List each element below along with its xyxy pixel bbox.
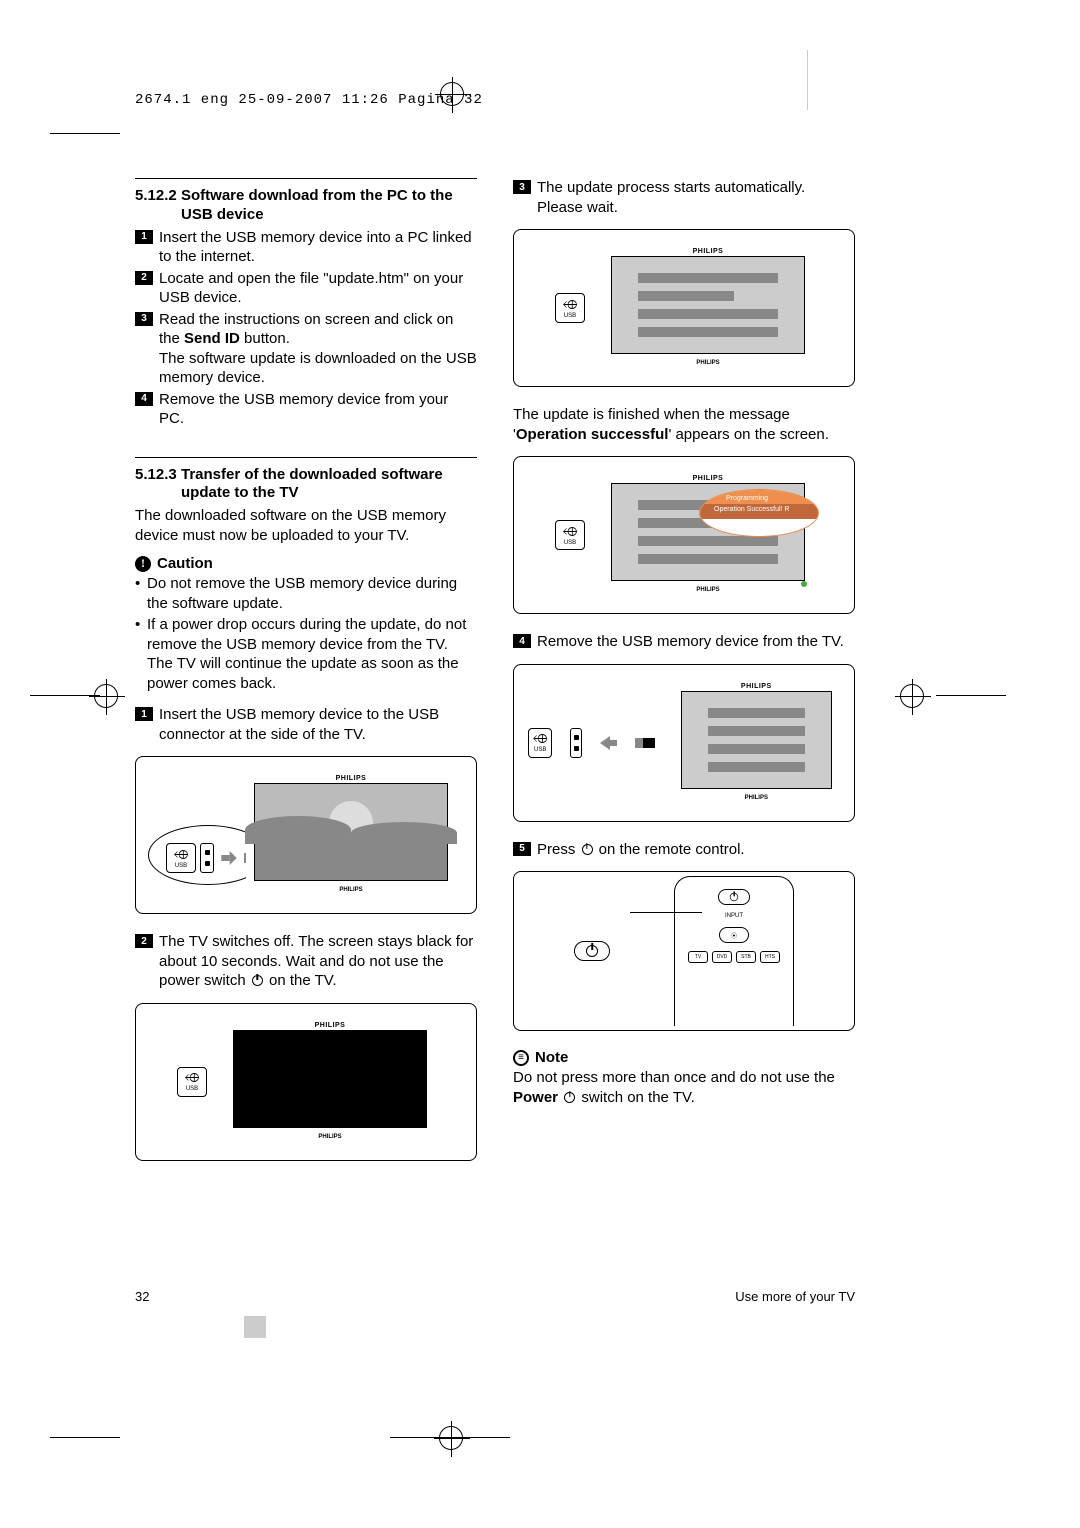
note-text: Do not press more than once and do not u… <box>513 1068 855 1107</box>
step-marker-3: 3 <box>135 312 153 326</box>
remote-key-stb: STB <box>736 951 756 963</box>
remote-key-tv: TV <box>688 951 708 963</box>
s2-step-1: 1 Insert the USB memory device to the US… <box>135 705 477 744</box>
step-marker-1: 1 <box>135 707 153 721</box>
usb-port-icon: ⬲ USB <box>555 293 585 323</box>
content-area: 5.12.2 Software download from the PC to … <box>135 178 855 1179</box>
step-marker-2: 2 <box>135 271 153 285</box>
arrow-left-icon <box>600 736 618 750</box>
s2-step-2: 2 The TV switches off. The screen stays … <box>135 932 477 991</box>
usb-port-icon: ⬲ USB <box>528 728 552 758</box>
step-marker-3: 3 <box>513 180 531 194</box>
right-column: 3 The update process starts automaticall… <box>513 178 855 1179</box>
s1-step-3: 3 Read the instructions on screen and cl… <box>135 310 477 388</box>
success-overlay: Programming Operation Successful! R <box>699 489 819 537</box>
footer-caption: Use more of your TV <box>735 1289 855 1304</box>
page-number: 32 <box>135 1289 149 1304</box>
note-heading: ≡ Note <box>513 1049 855 1066</box>
figure-remove-usb: ⬲ USB PHILIPS PHILIPS <box>513 664 855 822</box>
input-label: INPUT <box>725 913 743 919</box>
update-finished-text: The update is finished when the message … <box>513 405 855 444</box>
caution-list: Do not remove the USB memory device duri… <box>135 574 477 693</box>
section-5-12-3-heading: 5.12.3 Transfer of the downloaded softwa… <box>135 466 477 504</box>
step-marker-4: 4 <box>135 392 153 406</box>
s1-step-4: 4 Remove the USB memory device from your… <box>135 390 477 429</box>
note-icon: ≡ <box>513 1050 529 1066</box>
figure-insert-usb-tv: ⬲ USB PHILIPS PHILIPS <box>135 756 477 914</box>
step-marker-2: 2 <box>135 934 153 948</box>
caution-heading: ! Caution <box>135 555 477 572</box>
page-header: 2674.1 eng 25-09-2007 11:26 Pagina 32 <box>135 92 483 108</box>
s1-step-1: 1 Insert the USB memory device into a PC… <box>135 228 477 267</box>
usb-port-icon: ⬲ USB <box>555 520 585 550</box>
remote-key-hts: HTS <box>760 951 780 963</box>
usb-port-icon: ⬲ USB <box>177 1067 207 1097</box>
color-swatch <box>244 1316 266 1338</box>
s1-step-2: 2 Locate and open the file "update.htm" … <box>135 269 477 308</box>
step-marker-1: 1 <box>135 230 153 244</box>
step-marker-4: 4 <box>513 634 531 648</box>
power-button-callout <box>574 941 610 961</box>
power-icon <box>564 1092 575 1103</box>
figure-tv-black: ⬲ USB PHILIPS PHILIPS <box>135 1003 477 1161</box>
remote-body: INPUT ⦿ TV DVD STB HTS <box>674 876 794 1026</box>
s2-step-5: 5 Press on the remote control. <box>513 840 855 860</box>
s2-step-3: 3 The update process starts automaticall… <box>513 178 855 217</box>
page-footer: 32 Use more of your TV <box>135 1289 855 1304</box>
figure-operation-successful: ⬲ USB PHILIPS PHILIPS Programming Operat… <box>513 456 855 614</box>
usb-port-icon: ⬲ USB <box>166 843 196 873</box>
left-column: 5.12.2 Software download from the PC to … <box>135 178 477 1179</box>
caution-icon: ! <box>135 556 151 572</box>
power-icon <box>252 975 263 986</box>
remote-key-dvd: DVD <box>712 951 732 963</box>
step-marker-5: 5 <box>513 842 531 856</box>
figure-update-progress: ⬲ USB PHILIPS PHILIPS <box>513 229 855 387</box>
figure-remote-control: INPUT ⦿ TV DVD STB HTS <box>513 871 855 1031</box>
s2-step-4: 4 Remove the USB memory device from the … <box>513 632 855 652</box>
section-5-12-2-heading: 5.12.2 Software download from the PC to … <box>135 187 477 225</box>
power-icon <box>582 844 593 855</box>
s2-intro: The downloaded software on the USB memor… <box>135 506 477 545</box>
